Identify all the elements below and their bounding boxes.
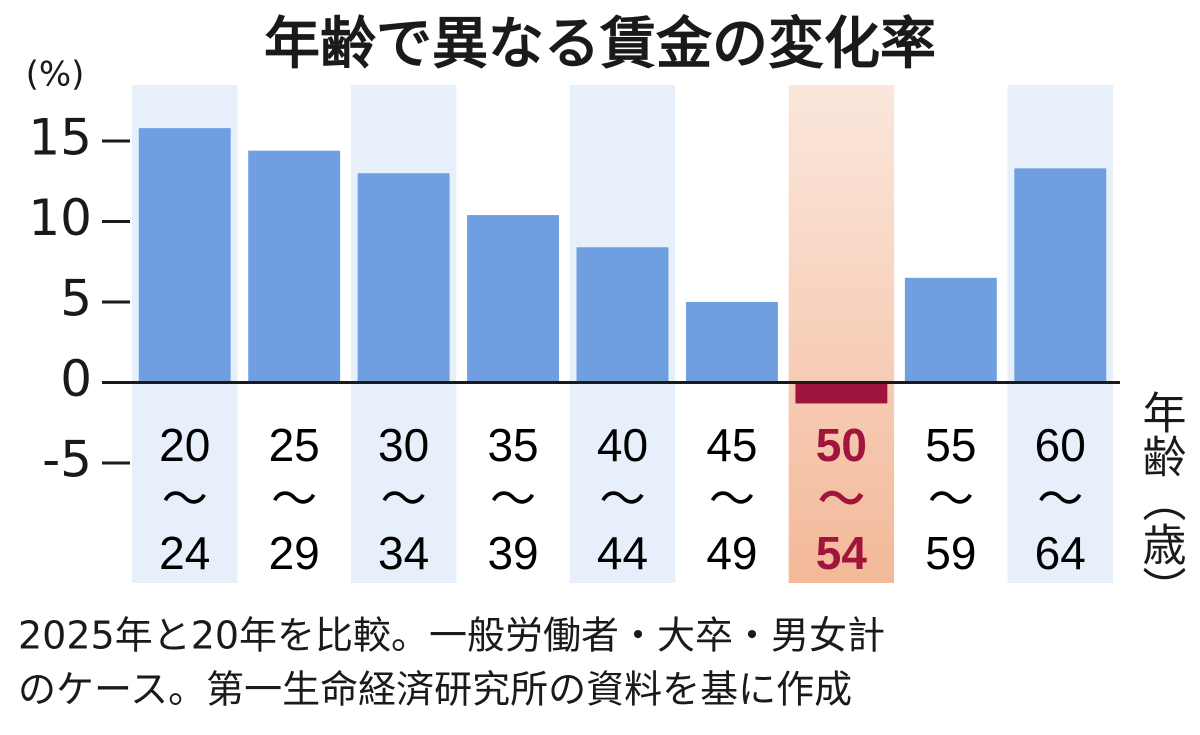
y-tick-label: -5	[42, 431, 92, 489]
x-tick-label-box: 50〜54	[815, 419, 867, 579]
note: のケース。第一生命経済研究所の資料を基に作成	[18, 668, 852, 712]
note: 2025年と20年を比較。一般労働者・大卒・男女計	[18, 614, 885, 658]
x-tick-label-box: 30〜34	[378, 419, 430, 579]
x-tick-label: 55〜59	[925, 419, 977, 579]
x-tick-label-box: 40〜44	[596, 419, 649, 579]
bar	[467, 215, 560, 383]
x-tick-label: 30〜34	[378, 419, 430, 579]
x-tick-label-box: 35〜39	[487, 419, 539, 579]
x-tick-label-box: 45〜49	[706, 419, 758, 579]
x-tick-label: 20〜24	[159, 419, 211, 579]
x-tick-label: 50〜54	[815, 419, 867, 579]
x-tick-label: 45〜49	[706, 419, 758, 579]
chart-title: 年齢で異なる賃金の変化率	[264, 12, 936, 77]
x-tick-label-box: 20〜24	[159, 419, 211, 579]
x-tick-label: 60〜64	[1034, 419, 1086, 579]
x-tick-label: 40〜44	[596, 419, 649, 579]
x-tick-label: 25〜29	[268, 419, 320, 579]
y-tick-label: 15	[28, 109, 92, 167]
x-tick-label-box: 25〜29	[268, 419, 320, 579]
y-unit: (%)	[26, 55, 85, 95]
bar	[138, 128, 231, 383]
bar	[685, 302, 778, 383]
highlight-band	[788, 85, 895, 583]
x-tick-label: 35〜39	[487, 419, 539, 579]
bar	[1014, 168, 1107, 383]
bar	[795, 382, 888, 404]
x-tick-label-box: 60〜64	[1034, 419, 1086, 579]
bar	[248, 150, 341, 383]
y-tick-label: 5	[60, 270, 92, 328]
x-tick-label-box: 55〜59	[925, 419, 977, 579]
x-axis-label: 年齢（歳）	[1135, 390, 1186, 610]
y-tick-label: 10	[28, 189, 92, 247]
bar	[576, 247, 669, 383]
y-tick-label: 0	[60, 350, 92, 408]
bar	[357, 173, 450, 383]
bar	[904, 277, 997, 383]
